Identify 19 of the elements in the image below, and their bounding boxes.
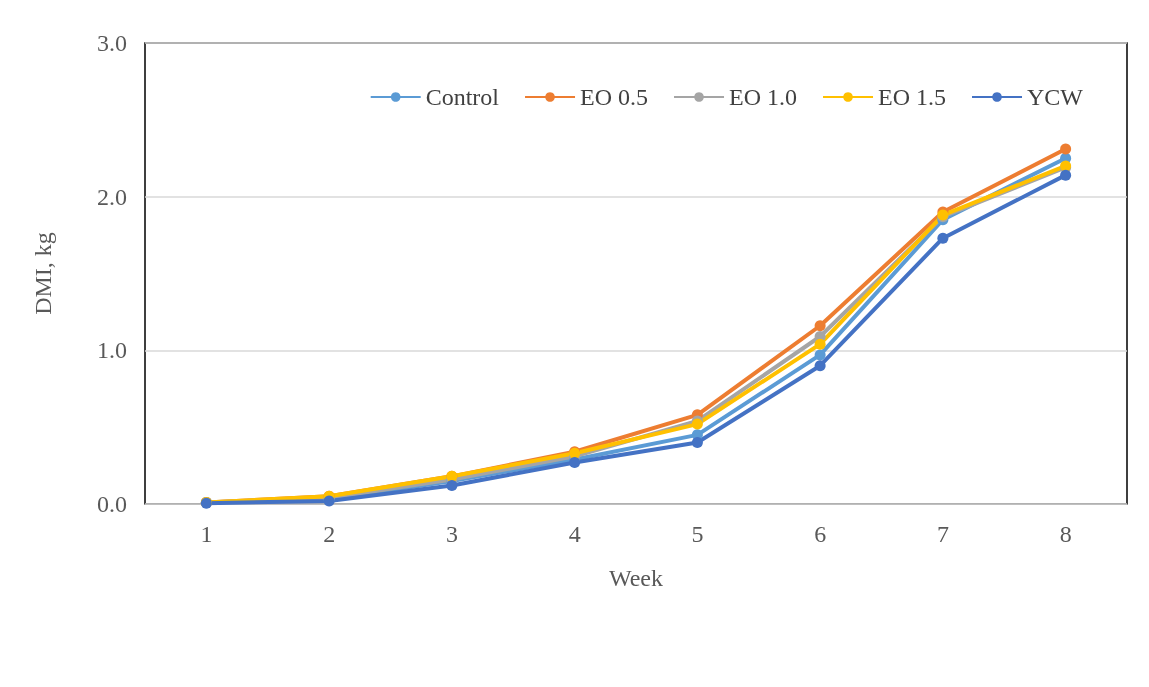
x-axis-title: Week xyxy=(608,565,664,591)
x-tick-label: 2 xyxy=(323,521,336,547)
legend-label: EO 1.5 xyxy=(878,84,947,110)
x-tick-label: 1 xyxy=(200,521,213,547)
x-tick-label: 7 xyxy=(936,521,949,547)
x-tick-label: 3 xyxy=(445,521,458,547)
x-tick-label: 6 xyxy=(814,521,827,547)
y-tick-label: 1.0 xyxy=(97,337,127,364)
y-axis-title: DMI, kg xyxy=(30,232,56,315)
legend-label: EO 1.0 xyxy=(729,84,798,110)
legend-label: EO 0.5 xyxy=(580,84,649,110)
legend-label: Control xyxy=(425,84,500,110)
x-tick-label: 5 xyxy=(691,521,704,547)
x-tick-label: 4 xyxy=(568,521,581,547)
y-tick-label: 3.0 xyxy=(97,30,127,56)
y-tick-label: 0.0 xyxy=(97,491,127,517)
legend-label: YCW xyxy=(1027,84,1084,110)
x-tick-label: 8 xyxy=(1059,521,1072,547)
y-tick-label: 2.0 xyxy=(97,183,127,210)
